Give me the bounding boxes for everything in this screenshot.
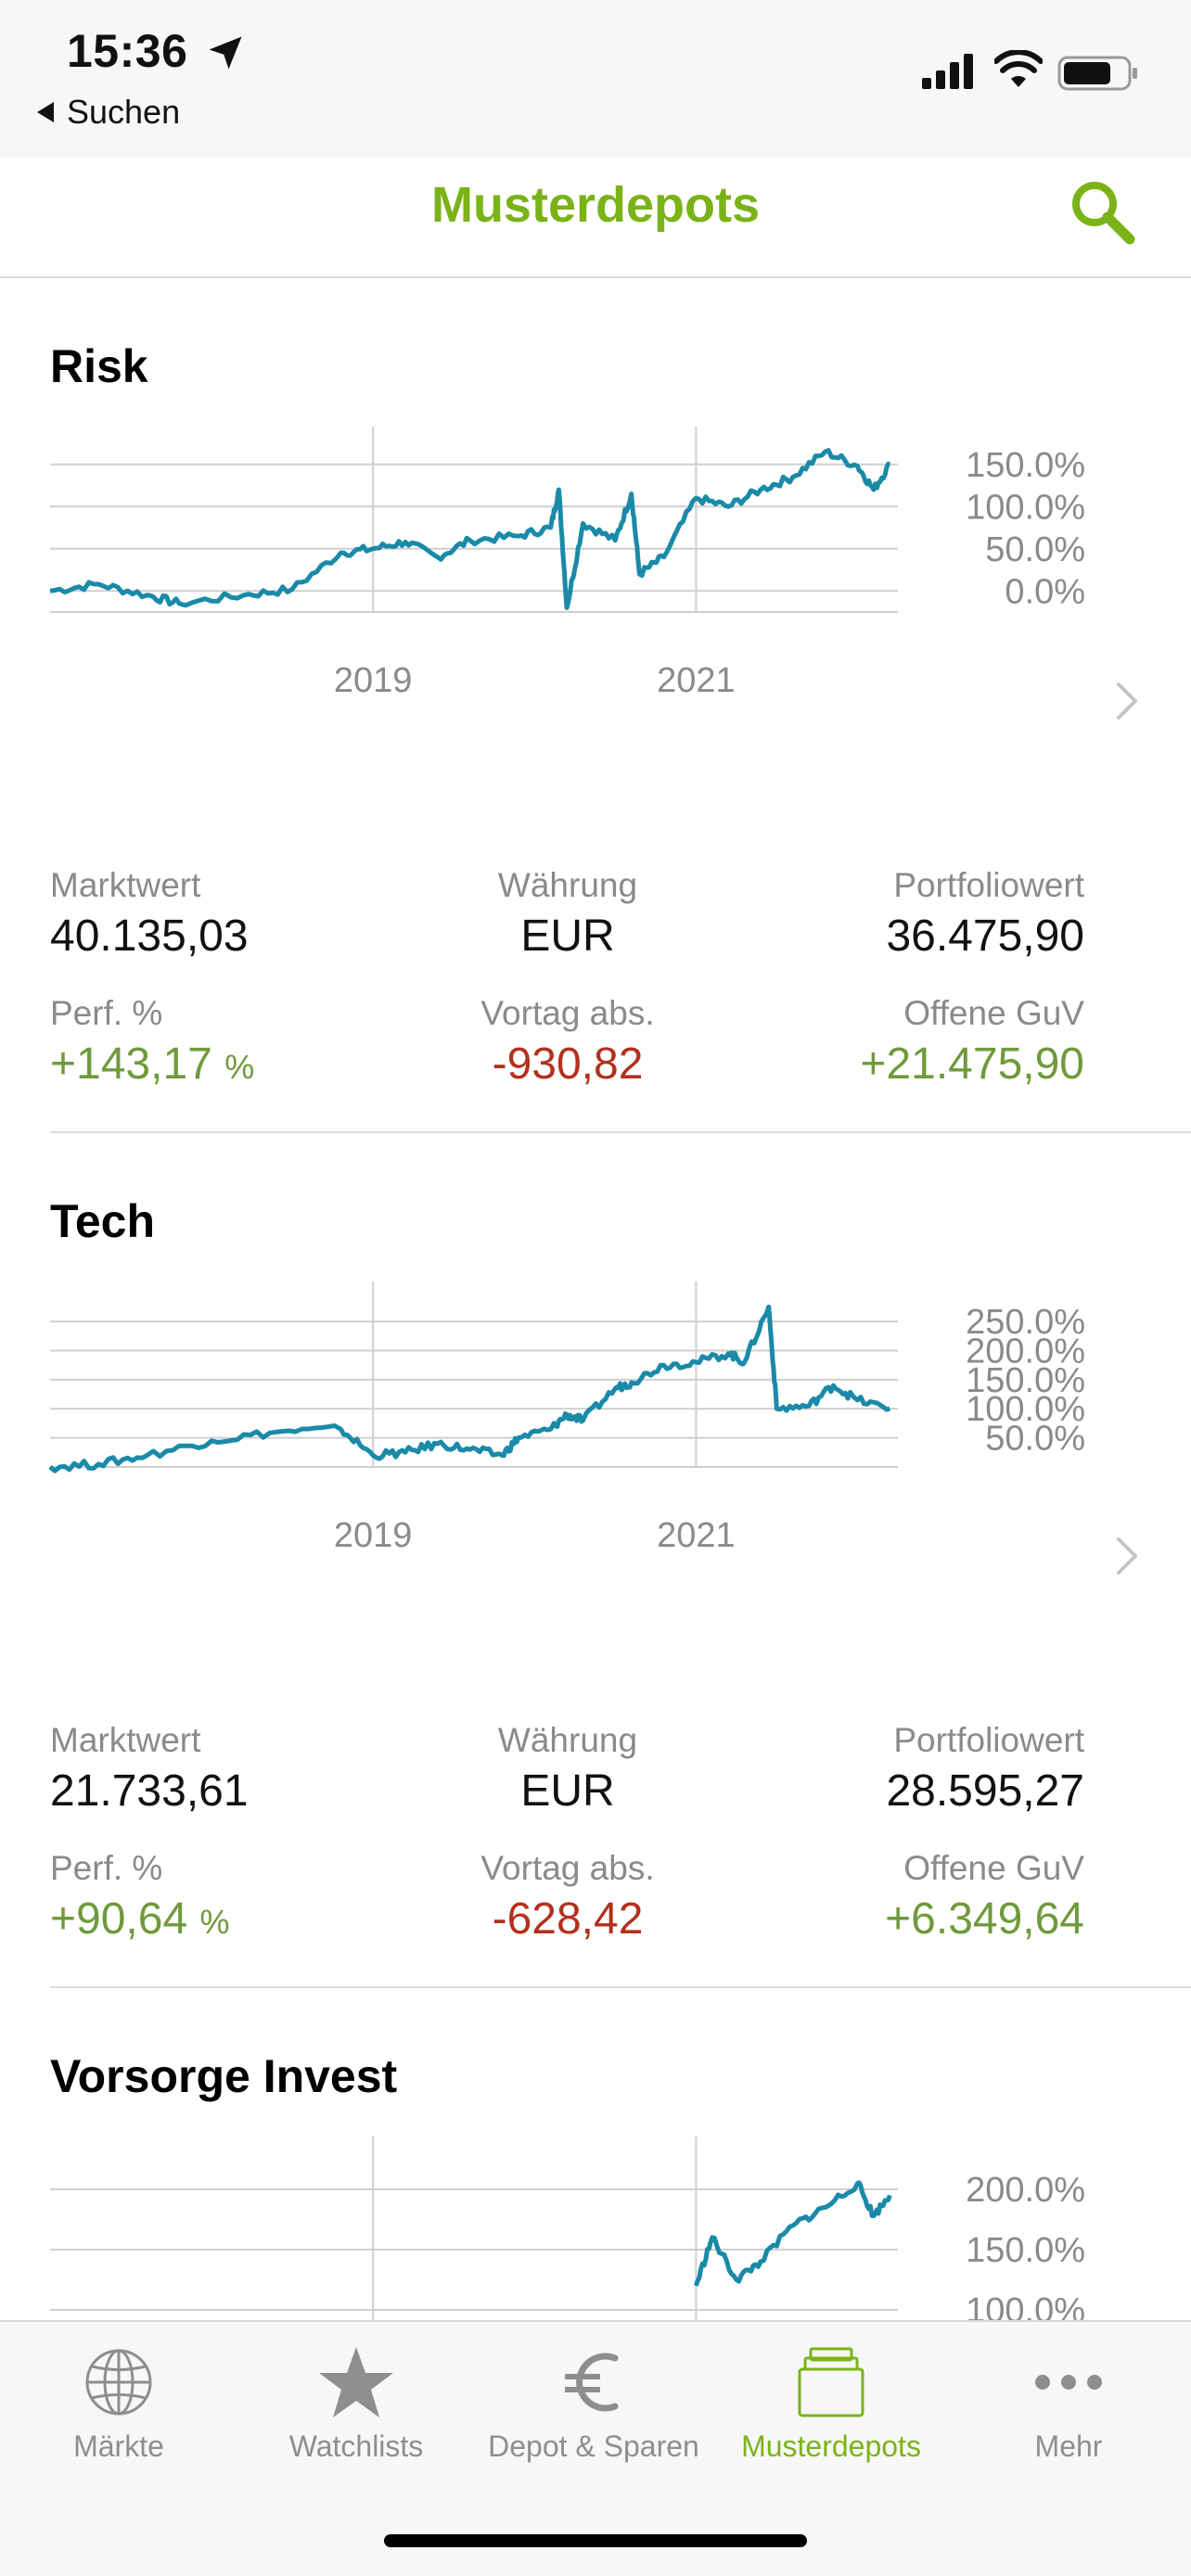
y-tick-label: 0.0%: [1005, 572, 1085, 611]
tab-label: Depot & Sparen: [488, 2429, 699, 2463]
marktwert-value: 21.733,61: [50, 1766, 249, 1816]
waehrung-value: EUR: [520, 1766, 615, 1816]
portfolio-card-tech[interactable]: Tech 250.0% 200.0% 150.0% 100.0% 50.0% 2019 20…: [0, 1133, 1191, 1988]
performance-line: [48, 1304, 890, 1473]
perf-value: +143,17 %: [50, 1039, 255, 1089]
search-icon[interactable]: [1065, 174, 1139, 249]
offene-guv-label: Offene GuV: [903, 994, 1084, 1032]
y-tick-label: 150.0%: [966, 446, 1085, 485]
offene-guv-value: +6.349,64: [885, 1894, 1084, 1944]
portfoliowert-label: Portfoliowert: [893, 1721, 1084, 1759]
y-tick-label: 200.0%: [966, 2171, 1085, 2210]
portfolio-chart: 200.0% 150.0% 100.0%: [50, 2136, 1085, 2320]
chevron-right-icon: [1117, 682, 1137, 720]
header-divider: [0, 276, 1191, 278]
y-tick-label: 150.0%: [966, 1361, 1085, 1400]
perf-value: +90,64 %: [50, 1894, 230, 1944]
portfolio-card-vorsorge-invest[interactable]: Vorsorge Invest 200.0% 150.0% 100.0%: [0, 1988, 1191, 2320]
page-title: Musterdepots: [430, 177, 761, 233]
chevron-right-icon: [1117, 1537, 1137, 1575]
tab-label: Mehr: [1034, 2429, 1103, 2463]
portfolio-name: Tech: [50, 1195, 155, 1247]
tab-maerkte[interactable]: Märkte: [0, 2340, 237, 2464]
tab-bar: Märkte Watchlists Depot & Sparen Mu: [0, 2320, 1191, 2576]
portfoliowert-label: Portfoliowert: [893, 866, 1084, 904]
waehrung-label: Währung: [497, 1721, 638, 1759]
portfoliowert-value: 36.475,90: [886, 912, 1084, 961]
vortag-value: -930,82: [492, 1039, 644, 1089]
portfolio-list[interactable]: Risk 150.0% 100.0% 50.0% 0.0% 2019 2021 Markt…: [0, 278, 1191, 2320]
perf-label: Perf. %: [50, 1849, 163, 1887]
marktwert-label: Marktwert: [50, 866, 201, 904]
waehrung-value: EUR: [520, 912, 615, 961]
y-tick-label: 250.0%: [966, 1303, 1085, 1342]
back-label: Suchen: [67, 93, 181, 131]
battery-icon: [1057, 56, 1137, 91]
performance-line: [694, 2180, 892, 2287]
portfolio-card-risk[interactable]: Risk 150.0% 100.0% 50.0% 0.0% 2019 2021 Markt…: [0, 278, 1191, 1133]
more-dots-icon: [1035, 2375, 1102, 2390]
portfolio-chart: 250.0%200.0%150.0%100.0%50.0% 2019 2021: [48, 1282, 1085, 1555]
portfolio-chart: 150.0%100.0%50.0%0.0% 2019 2021: [49, 427, 1085, 700]
perf-label: Perf. %: [50, 994, 163, 1032]
waehrung-label: Währung: [497, 866, 638, 904]
card-divider: [50, 1131, 1191, 1133]
globe-icon: [85, 2349, 152, 2416]
offene-guv-label: Offene GuV: [903, 1849, 1084, 1887]
y-tick-label: 50.0%: [985, 1420, 1085, 1459]
vortag-label: Vortag abs.: [480, 1849, 655, 1887]
tab-watchlists[interactable]: Watchlists: [237, 2340, 475, 2464]
tab-mehr[interactable]: Mehr: [950, 2340, 1187, 2464]
tab-depot-sparen[interactable]: Depot & Sparen: [475, 2340, 712, 2464]
wifi-icon: [994, 50, 1043, 87]
performance-line: [49, 448, 891, 610]
tab-label: Musterdepots: [741, 2429, 921, 2463]
vortag-label: Vortag abs.: [480, 994, 655, 1032]
back-triangle-icon: [37, 102, 54, 122]
x-tick-label: 2021: [657, 1516, 736, 1555]
y-tick-label: 100.0%: [966, 2291, 1085, 2320]
status-time: 15:36: [67, 25, 188, 77]
portfolio-name: Risk: [50, 340, 148, 392]
y-tick-label: 150.0%: [966, 2231, 1085, 2270]
portfoliowert-value: 28.595,27: [886, 1766, 1084, 1816]
x-tick-label: 2019: [334, 1516, 413, 1555]
y-tick-label: 100.0%: [966, 488, 1085, 527]
euro-icon: [565, 2353, 619, 2412]
marktwert-value: 40.135,03: [50, 912, 249, 961]
offene-guv-value: +21.475,90: [860, 1039, 1084, 1089]
home-indicator: [384, 2534, 807, 2547]
location-arrow-icon: [209, 36, 242, 70]
x-tick-label: 2019: [334, 661, 413, 700]
y-tick-label: 200.0%: [966, 1332, 1085, 1371]
card-divider: [50, 1986, 1191, 1988]
y-tick-label: 100.0%: [966, 1390, 1085, 1429]
tab-label: Watchlists: [288, 2429, 424, 2463]
status-bar: 15:36 Suchen: [0, 0, 1191, 158]
cellular-signal-icon: [922, 54, 973, 89]
marktwert-label: Marktwert: [50, 1721, 201, 1759]
y-tick-label: 50.0%: [985, 530, 1085, 569]
back-to-search-link[interactable]: Suchen: [37, 93, 180, 132]
vortag-value: -628,42: [492, 1894, 644, 1944]
tab-label: Märkte: [73, 2429, 164, 2463]
tab-musterdepots[interactable]: Musterdepots: [712, 2340, 950, 2464]
star-icon: [319, 2347, 393, 2417]
x-tick-label: 2021: [657, 661, 736, 700]
portfolio-stack-icon: [798, 2347, 864, 2417]
portfolio-name: Vorsorge Invest: [50, 2050, 398, 2102]
